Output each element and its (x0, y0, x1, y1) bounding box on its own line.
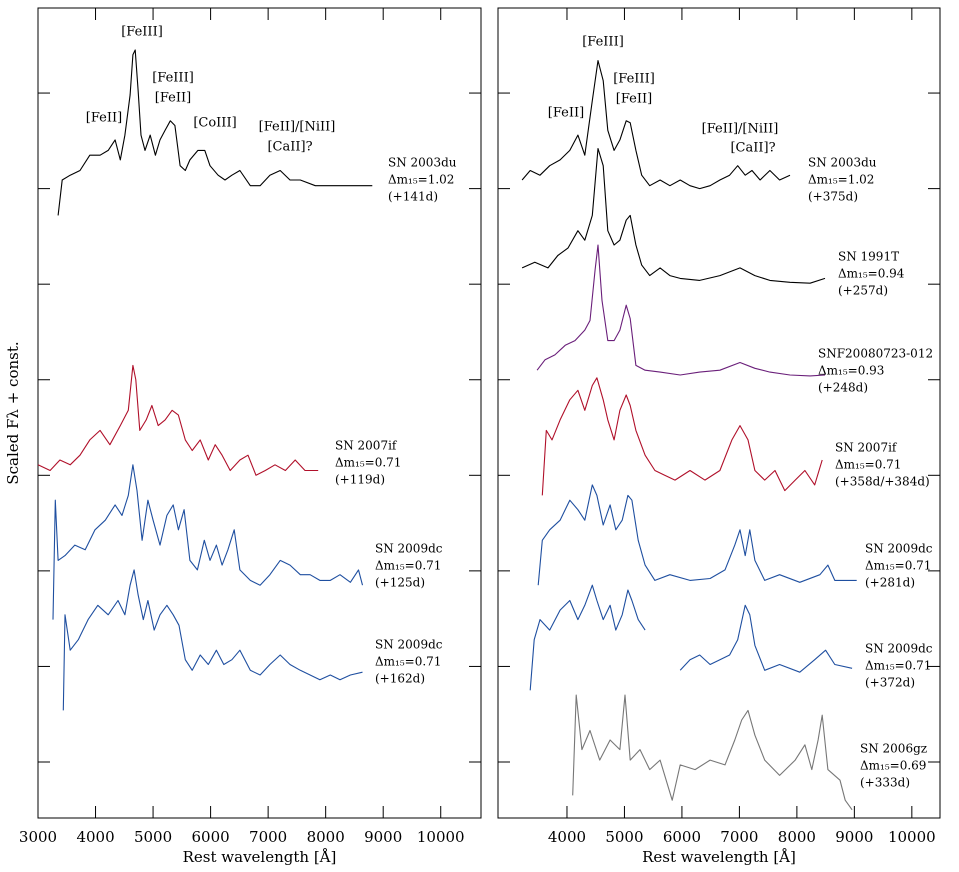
spectrum (541, 377, 823, 496)
x-tick-label: 3000 (19, 828, 57, 846)
x-tick-label: 4000 (76, 828, 114, 846)
series-phase: (+375d) (808, 190, 858, 204)
line-annotation: [CaII]? (730, 141, 775, 156)
series-decline: Δm₁₅=0.93 (818, 364, 884, 378)
series-name: SN 2009dc (865, 642, 933, 656)
line-annotation: [FeII] (86, 111, 122, 126)
line-annotation: [FeII]/[NiII] (702, 122, 779, 137)
series-phase: (+125d) (375, 576, 425, 590)
line-annotation: [FeIII] (613, 72, 655, 87)
x-tick-label: 6000 (663, 828, 701, 846)
series-phase: (+358d/+384d) (835, 475, 930, 489)
x-axis-label: Rest wavelength [Å] (183, 848, 337, 866)
line-annotation: [CoIII] (193, 116, 236, 131)
spectrum (536, 244, 826, 377)
y-axis-label: Scaled Fλ + const. (4, 341, 22, 484)
line-annotation: [FeII] (548, 106, 584, 121)
series-name: SN 2003du (808, 156, 877, 170)
series-name: SN 2009dc (375, 542, 443, 556)
series-phase: (+119d) (335, 473, 385, 487)
spectrum (37, 364, 319, 476)
series-decline: Δm₁₅=0.71 (865, 559, 931, 573)
spectrum (521, 147, 826, 284)
spectrum (52, 464, 364, 620)
line-annotation: [FeII]/[NiII] (259, 120, 336, 135)
spectrum (572, 694, 853, 811)
series-name: SNF20080723-012 (818, 347, 933, 361)
line-annotation: [FeIII] (121, 25, 163, 40)
series-decline: Δm₁₅=1.02 (388, 173, 454, 187)
series-decline: Δm₁₅=0.71 (375, 655, 441, 669)
spectrum (529, 584, 853, 691)
series-decline: Δm₁₅=0.94 (838, 267, 905, 281)
series-name: SN 2006gz (860, 742, 927, 756)
series-decline: Δm₁₅=0.71 (865, 659, 931, 673)
line-annotation: [FeIII] (152, 71, 194, 86)
x-tick-label: 10000 (888, 828, 936, 846)
x-tick-label: 10000 (417, 828, 465, 846)
series-phase: (+257d) (838, 284, 888, 298)
x-tick-label: 8000 (307, 828, 345, 846)
line-annotation: [FeIII] (582, 35, 624, 50)
series-name: SN 2007if (335, 439, 398, 453)
x-tick-label: 5000 (605, 828, 643, 846)
series-phase: (+248d) (818, 381, 868, 395)
x-axis-label: Rest wavelength [Å] (642, 848, 796, 866)
series-name: SN 1991T (838, 250, 899, 264)
x-tick-label: 7000 (249, 828, 287, 846)
x-tick-label: 5000 (134, 828, 172, 846)
series-name: SN 2007if (835, 441, 898, 455)
plot-frame (37, 7, 482, 819)
series-decline: Δm₁₅=0.71 (375, 559, 441, 573)
spectrum (62, 569, 363, 711)
x-tick-label: 7000 (720, 828, 758, 846)
series-decline: Δm₁₅=0.69 (860, 759, 926, 773)
series-phase: (+281d) (865, 576, 915, 590)
line-annotation: [FeII] (155, 91, 191, 106)
series-phase: (+141d) (388, 190, 438, 204)
x-tick-label: 9000 (364, 828, 402, 846)
line-annotation: [FeII] (616, 92, 652, 107)
series-decline: Δm₁₅=0.71 (835, 458, 901, 472)
x-tick-label: 4000 (548, 828, 586, 846)
spectrum (57, 49, 373, 216)
series-phase: (+162d) (375, 672, 425, 686)
x-tick-label: 8000 (778, 828, 816, 846)
series-phase: (+333d) (860, 776, 910, 790)
spectrum (537, 484, 857, 586)
series-name: SN 2009dc (865, 542, 933, 556)
series-decline: Δm₁₅=1.02 (808, 173, 874, 187)
series-decline: Δm₁₅=0.71 (335, 456, 401, 470)
series-name: SN 2003du (388, 156, 457, 170)
series-phase: (+372d) (865, 676, 915, 690)
x-tick-label: 9000 (835, 828, 873, 846)
spectrum (521, 60, 791, 190)
plot-frame (497, 7, 941, 819)
line-annotation: [CaII]? (267, 140, 312, 155)
x-tick-label: 6000 (192, 828, 230, 846)
series-name: SN 2009dc (375, 638, 443, 652)
